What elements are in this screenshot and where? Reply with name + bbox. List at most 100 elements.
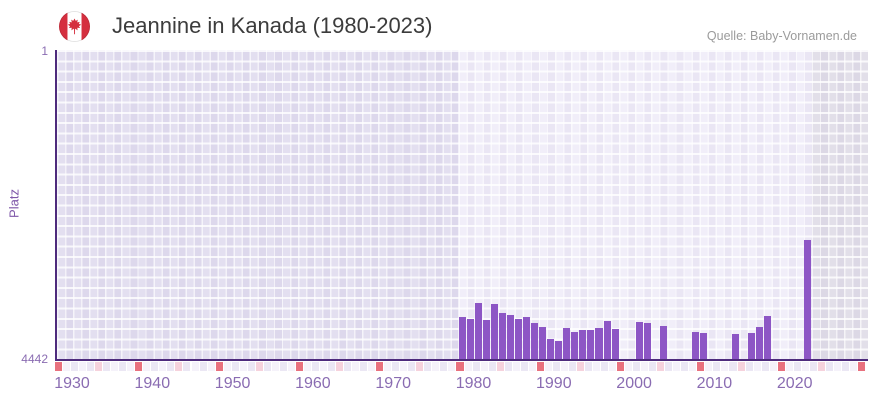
strip-cell-2016 [745,362,753,371]
strip-cell-2004 [649,362,657,371]
strip-cell-1961 [303,362,311,371]
bar-1986[interactable] [507,314,515,359]
strip-cell-1965 [336,362,344,371]
strip-cell-1942 [151,362,159,371]
strip-cell-1963 [319,362,327,371]
strip-cell-1973 [400,362,408,371]
gridlines [57,50,868,359]
strip-cell-1952 [231,362,239,371]
strip-cell-2006 [665,362,673,371]
strip-cell-1981 [464,362,472,371]
strip-cell-2021 [785,362,793,371]
bar-2003[interactable] [643,323,651,359]
strip-cell-1995 [576,362,584,371]
bar-1999[interactable] [611,328,619,359]
strip-cell-1949 [207,362,215,371]
strip-cell-1939 [127,362,135,371]
bar-1995[interactable] [579,330,587,359]
strip-cell-1988 [520,362,528,371]
x-axis-label-2010: 2010 [696,375,733,392]
strip-cell-2008 [681,362,689,371]
strip-cell-1940 [135,362,143,371]
bar-1994[interactable] [571,332,579,359]
bar-2010[interactable] [699,332,707,359]
strip-cell-1957 [271,362,279,371]
strip-cell-2005 [657,362,665,371]
bar-2023[interactable] [804,240,812,359]
strip-cell-1959 [287,362,295,371]
strip-cell-1935 [95,362,103,371]
strip-cell-2010 [697,362,705,371]
strip-cell-1953 [239,362,247,371]
bar-1982[interactable] [475,303,483,359]
strip-cell-1934 [87,362,95,371]
strip-cell-1948 [199,362,207,371]
strip-cell-1970 [376,362,384,371]
page-title: Jeannine in Kanada (1980-2023) [112,13,433,38]
y-axis-tick-top: 1 [41,44,48,58]
strip-cell-2002 [633,362,641,371]
strip-cell-2015 [737,362,745,371]
bar-2017[interactable] [756,326,764,359]
x-axis-label-1950: 1950 [214,375,251,392]
strip-cell-1933 [79,362,87,371]
x-axis-label-1930: 1930 [54,375,90,392]
strip-cell-1947 [191,362,199,371]
bar-2005[interactable] [659,326,667,359]
bar-1993[interactable] [563,328,571,359]
strip-cell-1982 [472,362,480,371]
strip-cell-1989 [528,362,536,371]
x-axis-label-1970: 1970 [375,375,411,392]
strip-cell-1936 [103,362,111,371]
strip-cell-1943 [159,362,167,371]
strip-cell-1980 [456,362,464,371]
strip-cell-2003 [641,362,649,371]
x-axis-label-1940: 1940 [134,375,171,392]
bar-1992[interactable] [555,341,563,359]
strip-cell-2030 [857,362,865,371]
strip-cell-1938 [119,362,127,371]
strip-cell-1930 [55,362,63,371]
strip-cell-1962 [311,362,319,371]
strip-cell-2000 [617,362,625,371]
strip-cell-1945 [175,362,183,371]
bar-2016[interactable] [748,333,756,359]
strip-cell-1983 [480,362,488,371]
strip-cell-2026 [825,362,833,371]
strip-cell-1998 [601,362,609,371]
strip-cell-1969 [368,362,376,371]
bar-1997[interactable] [595,327,603,359]
strip-cell-1954 [247,362,255,371]
strip-cell-1951 [223,362,231,371]
bar-2014[interactable] [731,334,739,359]
bar-1983[interactable] [483,319,491,359]
strip-cell-1974 [408,362,416,371]
bar-1989[interactable] [531,322,539,359]
bar-1987[interactable] [515,318,523,359]
bar-2002[interactable] [635,321,643,359]
bar-1980[interactable] [458,316,466,359]
strip-cell-1976 [424,362,432,371]
strip-cell-2018 [761,362,769,371]
bar-1991[interactable] [547,339,555,359]
bar-1988[interactable] [523,317,531,359]
strip-cell-2014 [729,362,737,371]
strip-cell-1937 [111,362,119,371]
bar-1996[interactable] [587,330,595,359]
bar-1981[interactable] [467,318,475,359]
strip-cell-1990 [536,362,544,371]
bar-1984[interactable] [491,303,499,359]
strip-cell-1972 [392,362,400,371]
strip-cell-1999 [609,362,617,371]
bar-2018[interactable] [764,316,772,359]
strip-cell-1941 [143,362,151,371]
bar-1990[interactable] [539,327,547,359]
strip-cell-1971 [384,362,392,371]
year-strip [55,362,866,371]
bar-1985[interactable] [499,313,507,359]
x-axis-label-1980: 1980 [455,375,492,392]
bar-2009[interactable] [691,332,699,359]
y-axis-tick-bottom: 4442 [21,352,48,366]
bar-1998[interactable] [603,321,611,359]
strip-cell-1985 [496,362,504,371]
